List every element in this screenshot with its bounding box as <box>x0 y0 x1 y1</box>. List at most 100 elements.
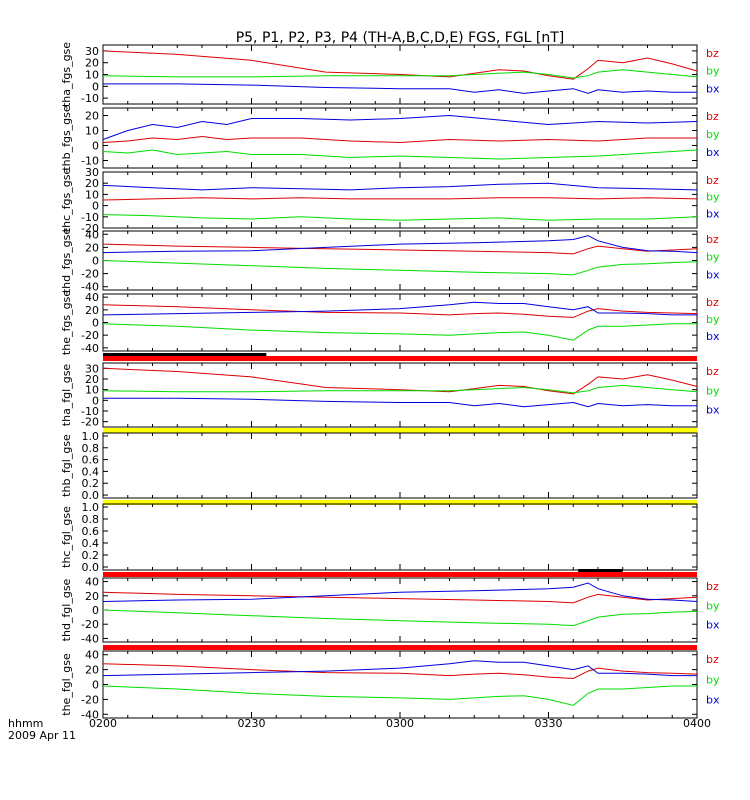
series-line-by <box>102 69 698 79</box>
series-line-by <box>102 384 698 394</box>
y-tick-label: -20 <box>81 693 99 706</box>
panel-thb-fgs-gse: -10 0 10 20 thb_fgs_gse bz by bx <box>60 105 720 171</box>
series-line-bx <box>103 397 697 408</box>
y-tick-label: 40 <box>85 576 99 589</box>
y-tick-label: 20 <box>85 110 99 123</box>
panel-y-axis-label: thb_fgs_gse <box>60 105 73 171</box>
x-axis: 0200 0230 0300 0330 0400 <box>89 717 711 730</box>
panel-y-axis-label: thc_fgs_gse <box>60 168 73 233</box>
panel-y-axis-label: the_fgl_gse <box>60 653 73 716</box>
panel-y-axis-label: thd_fgs_gse <box>60 228 73 294</box>
series-line-bx <box>102 114 698 140</box>
legend-bz: bz <box>706 233 719 246</box>
y-tick-label: 0.4 <box>82 465 100 478</box>
series-line-bx <box>102 660 697 677</box>
y-tick-label: 0 <box>92 140 99 153</box>
y-tick-label: -10 <box>81 405 99 418</box>
x-tick-label: 0400 <box>683 717 711 730</box>
y-tick-label: 20 <box>85 177 99 190</box>
panel-frame <box>102 650 698 719</box>
y-tick-label: -40 <box>81 342 99 355</box>
panel-frame <box>102 293 698 352</box>
legend-by: by <box>706 384 720 397</box>
y-tick-label: 0.6 <box>82 525 100 538</box>
plot-title: P5, P1, P2, P3, P4 (TH-A,B,C,D,E) FGS, F… <box>236 30 565 46</box>
panel-frame <box>102 577 698 643</box>
panel-thb-fgl-gse: 0.00.20.40.60.81.0 thb_fgl_gse <box>60 428 698 502</box>
y-tick-label: 0 <box>92 200 99 213</box>
y-tick-label: 20 <box>85 373 99 386</box>
y-tick-label: 10 <box>85 69 99 82</box>
series-line-by <box>102 323 697 341</box>
y-tick-label: -20 <box>81 222 99 235</box>
panel-status-bar <box>103 428 697 433</box>
series-line-bz <box>102 304 698 318</box>
panel-frame <box>102 503 698 571</box>
y-tick-label: 1.0 <box>82 501 100 514</box>
panel-status-bar <box>103 645 697 650</box>
series-line-bz <box>102 50 698 80</box>
y-tick-label: 0.8 <box>82 442 100 455</box>
legend-bx: bx <box>706 146 720 159</box>
y-tick-label: 40 <box>85 649 99 662</box>
y-tick-label: 0.8 <box>82 513 100 526</box>
x-axis-date-label: 2009 Apr 11 <box>8 729 76 742</box>
legend-bx: bx <box>706 404 720 417</box>
y-tick-label: 10 <box>85 188 99 201</box>
panel-status-bar <box>103 572 697 577</box>
panel-frame <box>102 432 698 499</box>
series-line-by <box>102 214 698 221</box>
legend-bx: bx <box>706 207 720 220</box>
panel-the-fgl-gse: -40 -200 20 40 the_fgl_gse bz by bx <box>60 645 720 721</box>
series-line-bx <box>103 83 697 94</box>
series-line-bz <box>102 135 697 144</box>
x-tick-label: 0230 <box>238 717 266 730</box>
panel-status-marker <box>103 353 267 356</box>
y-tick-label: -10 <box>81 211 99 224</box>
x-tick-label: 0300 <box>386 717 414 730</box>
series-line-bx <box>102 301 697 316</box>
x-axis-unit-label: hhmm <box>8 717 43 730</box>
series-line-by <box>102 685 697 706</box>
y-tick-label: 0.2 <box>82 477 100 490</box>
y-tick-label: 10 <box>85 125 99 138</box>
legend-by: by <box>706 673 720 686</box>
y-tick-label: 20 <box>85 590 99 603</box>
y-tick-label: 30 <box>85 45 99 58</box>
series-line-bx <box>102 182 698 191</box>
y-tick-label: 0 <box>92 394 99 407</box>
series-line-bx <box>102 235 698 254</box>
series-line-bz <box>102 367 698 395</box>
y-tick-label: 10 <box>85 384 99 397</box>
y-tick-label: 0 <box>92 317 99 330</box>
y-tick-label: 0.4 <box>82 537 100 550</box>
y-tick-label: 0 <box>92 604 99 617</box>
legend-bz: bz <box>706 296 719 309</box>
y-tick-label: 0.0 <box>82 489 100 502</box>
y-tick-label: -40 <box>81 632 99 645</box>
legend-by: by <box>706 191 720 204</box>
series-line-bx <box>102 582 698 602</box>
panel-thc-fgl-gse: 0.00.20.40.60.81.0 thc_fgl_gse <box>60 500 698 574</box>
panel-status-bar <box>103 500 697 505</box>
legend-by: by <box>706 599 720 612</box>
legend-by: by <box>706 128 720 141</box>
series-line-by <box>102 609 698 627</box>
y-tick-label: -20 <box>81 416 99 429</box>
y-tick-label: 0 <box>92 255 99 268</box>
x-tick-label: 0330 <box>535 717 563 730</box>
legend-bz: bz <box>706 110 719 123</box>
y-tick-label: 0 <box>92 80 99 93</box>
y-tick-label: 0.0 <box>82 561 100 574</box>
legend-by: by <box>706 65 720 78</box>
legend-bz: bz <box>706 174 719 187</box>
y-tick-label: 20 <box>85 304 99 317</box>
y-tick-label: -40 <box>81 708 99 721</box>
panel-status-bar <box>103 356 697 361</box>
x-tick-label: 0200 <box>89 717 117 730</box>
y-tick-label: 40 <box>85 228 99 241</box>
